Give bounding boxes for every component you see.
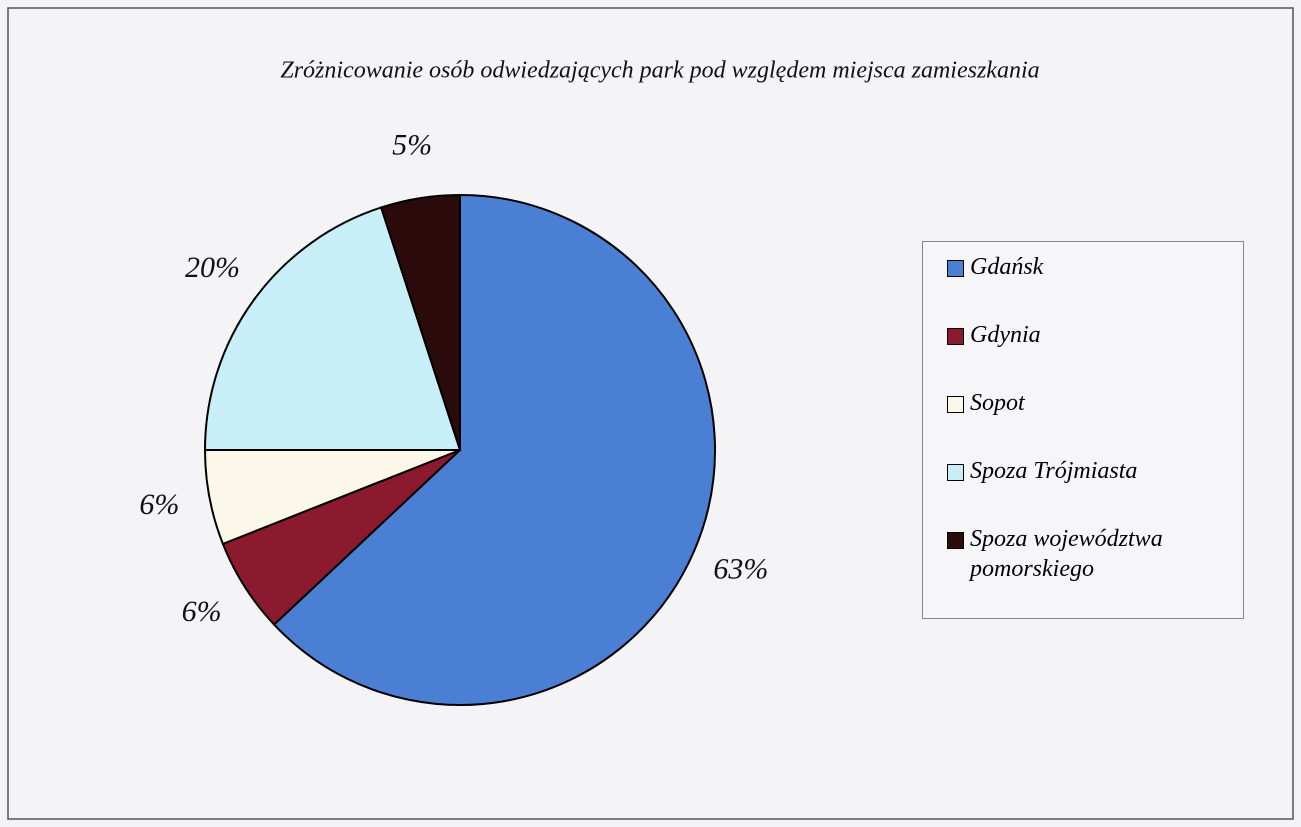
legend-swatch <box>947 532 964 549</box>
legend-item: Gdańsk <box>937 252 1229 282</box>
legend-swatch <box>947 396 964 413</box>
legend-item: Spoza województwa pomorskiego <box>937 524 1229 584</box>
legend-swatch <box>947 328 964 345</box>
pie-slice <box>379 193 461 451</box>
data-label: 5% <box>392 129 432 162</box>
data-label: 63% <box>713 552 768 585</box>
legend-label: Spoza Trójmiasta <box>970 458 1138 484</box>
data-label: 20% <box>185 251 240 284</box>
legend-label: Spoza województwa pomorskiego <box>970 526 1163 582</box>
legend-item: Sopot <box>937 388 1229 418</box>
pie-slice <box>272 193 716 706</box>
legend-item: Gdynia <box>937 320 1229 350</box>
legend-label: Gdańsk <box>970 254 1044 280</box>
data-label: 6% <box>139 488 179 521</box>
legend-swatch <box>947 260 964 277</box>
pie-slice <box>203 206 462 451</box>
legend-swatch <box>947 464 964 481</box>
legend: Gdańsk Gdynia Sopot Spoza Trójmiasta Spoza w… <box>922 241 1244 619</box>
chart-title: Zróżnicowanie osób odwiedzających park p… <box>280 58 1039 84</box>
legend-label: Sopot <box>970 390 1025 416</box>
legend-item: Spoza Trójmiasta <box>937 456 1229 486</box>
data-label: 6% <box>182 595 222 628</box>
legend-label: Gdynia <box>970 322 1041 348</box>
